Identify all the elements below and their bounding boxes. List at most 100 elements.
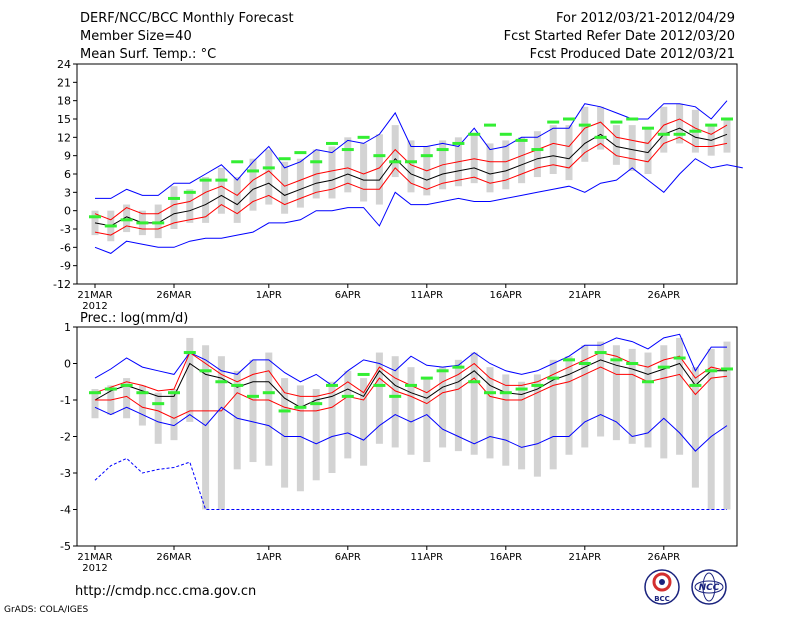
prec-box-39 [707, 348, 715, 510]
temp-ytick-label--9: -9 [60, 260, 71, 273]
prec-box-33 [612, 345, 620, 441]
prec-ytick-label--3: -3 [60, 467, 71, 480]
temp-ytick-label-24: 24 [57, 58, 71, 71]
prec-box-14 [312, 389, 320, 481]
temp-box-26 [502, 140, 510, 190]
variable-label: Mean Surf. Temp.: °C [80, 47, 217, 62]
temp-box-25 [486, 143, 494, 193]
prec-xtick-label-7: 26APR [648, 552, 681, 563]
temp-year-label: 2012 [82, 301, 107, 312]
prec-box-27 [518, 381, 526, 470]
temp-box-35 [644, 128, 652, 174]
prec-box-2 [123, 378, 131, 419]
prec-box-8 [217, 356, 225, 510]
forecast-produced-label: Fcst Produced Date 2012/03/21 [529, 47, 735, 62]
prec-box-5 [170, 389, 178, 441]
prec-box-0 [91, 389, 99, 419]
bcc-logo-icon: BCC [644, 569, 680, 605]
prec-panel-title: Prec.: log(mm/d) [80, 311, 188, 326]
temp-box-18 [375, 134, 383, 205]
prec-ytick-label--1: -1 [60, 394, 71, 407]
prec-box-23 [454, 359, 462, 452]
temp-xtick-label-5: 16APR [490, 290, 523, 301]
temp-box-27 [518, 137, 526, 184]
prec-xtick-label-1: 26MAR [156, 552, 191, 563]
temp-ytick-label-15: 15 [57, 113, 71, 126]
prec-box-4 [154, 392, 162, 444]
prec-box-38 [691, 367, 699, 488]
temp-box-10 [249, 158, 257, 211]
prec-box-32 [597, 341, 605, 437]
temp-xtick-label-2: 1APR [256, 290, 282, 301]
prec-box-21 [423, 378, 431, 463]
temp-box-30 [565, 125, 573, 181]
temp-ytick-label-6: 6 [64, 168, 71, 181]
temp-ytick-label-18: 18 [57, 95, 71, 108]
prec-box-15 [328, 381, 336, 473]
temp-box-16 [344, 137, 352, 193]
prec-series-min [94, 406, 728, 452]
prec-box-9 [233, 370, 241, 470]
temp-series-mean [94, 127, 728, 227]
prec-box-3 [138, 385, 146, 426]
prec-box-13 [296, 385, 304, 492]
prec-year-label: 2012 [82, 563, 107, 574]
temperature-panel: -12 -9 -6 -3 0 3 6 9 12 15 18 21 24 21MAR 26MAR 1APR 6AP… [53, 58, 743, 312]
prec-ytick-label--4: -4 [60, 504, 71, 517]
temp-series-max [95, 100, 728, 199]
prec-box-10 [249, 359, 257, 463]
temp-ytick-label-21: 21 [57, 76, 71, 89]
temp-box-6 [186, 189, 194, 223]
temp-box-9 [233, 177, 241, 223]
temp-xtick-label-4: 11APR [411, 290, 444, 301]
temp-ytick-label-3: 3 [64, 186, 71, 199]
temp-box-4 [154, 204, 162, 239]
temp-ytick-label--12: -12 [53, 278, 71, 291]
temp-box-13 [296, 158, 304, 208]
prec-box-19 [391, 356, 399, 448]
temp-series-min [94, 158, 743, 254]
prec-box-17 [360, 378, 368, 466]
temp-box-19 [391, 125, 399, 178]
prec-box-7 [202, 345, 210, 510]
temp-box-11 [265, 149, 273, 205]
chart-title: DERF/NCC/BCC Monthly Forecast [80, 11, 294, 26]
temp-box-20 [407, 140, 415, 193]
prec-box-24 [470, 352, 478, 455]
temp-series-lower [94, 136, 728, 236]
prec-box-18 [375, 352, 383, 444]
temp-ytick-label-12: 12 [57, 131, 71, 144]
source-url-link[interactable]: http://cmdp.ncc.cma.gov.cn [75, 584, 257, 599]
prec-box-11 [265, 352, 273, 466]
temp-xtick-label-3: 6APR [335, 290, 361, 301]
prec-box-34 [628, 348, 636, 444]
prec-ytick-label-1: 1 [64, 321, 71, 334]
temp-box-36 [660, 106, 668, 153]
prec-xtick-label-5: 16APR [490, 552, 523, 563]
prec-box-22 [439, 367, 447, 448]
temp-box-40 [723, 119, 731, 153]
temp-xtick-label-7: 26APR [648, 290, 681, 301]
temp-xtick-label-6: 21APR [569, 290, 602, 301]
precipitation-panel: -5 -4 -3 -2 -1 0 1 21MAR 26MAR 1APR 6APR 11APR 16APR… [60, 311, 738, 574]
prec-xtick-label-6: 21APR [569, 552, 602, 563]
prec-box-30 [565, 356, 573, 455]
temp-box-2 [123, 204, 131, 233]
prec-box-31 [581, 345, 589, 448]
ncc-logo-icon: NCC [691, 569, 727, 605]
member-size-label: Member Size=40 [80, 29, 192, 44]
temp-ytick-label--3: -3 [60, 223, 71, 236]
prec-box-40 [723, 341, 731, 510]
temp-xtick-label-1: 26MAR [156, 290, 191, 301]
bcc-logo-label: BCC [654, 595, 670, 603]
prec-box-36 [660, 345, 668, 459]
prec-xtick-label-0: 21MAR [77, 552, 112, 563]
temp-box-7 [202, 177, 210, 223]
prec-box-35 [644, 352, 652, 448]
temp-ytick-label-9: 9 [64, 150, 71, 163]
temp-ytick-label--6: -6 [60, 241, 71, 254]
temp-ytick-label-0: 0 [64, 205, 71, 218]
temp-plot-frame [76, 63, 738, 285]
temp-box-15 [328, 146, 336, 199]
temp-xtick-label-0: 21MAR [77, 290, 112, 301]
